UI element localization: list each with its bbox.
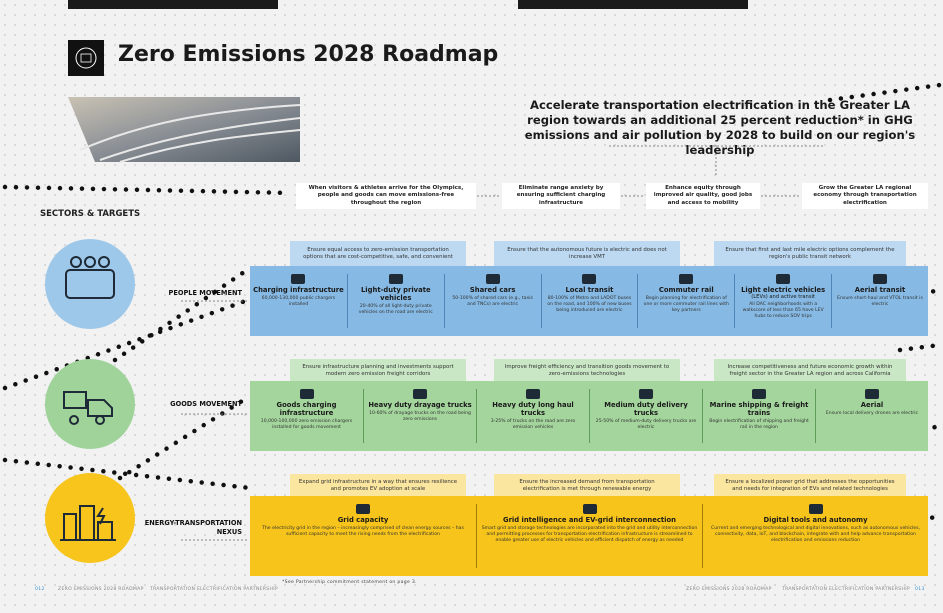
target-text: Ensure local delivery drones are electri…	[819, 411, 925, 417]
target-text: 10,000-100,000 zero emission chargers in…	[253, 419, 360, 431]
target: Goods charging infrastructure 10,000-100,…	[250, 389, 363, 443]
footer-text: TRANSPORTATION ELECTRIFICATION PARTNERSH…	[782, 587, 910, 592]
target-title: Aerial transit	[835, 286, 925, 294]
target: Medium duty delivery trucks 25-50% of med…	[589, 389, 702, 443]
target: Heavy duty drayage trucks 10-60% of draya…	[363, 389, 476, 443]
strategy: Ensure that first and last mile electric…	[714, 241, 906, 267]
target-text: Ensure short-haul and VTOL transit is el…	[835, 296, 925, 308]
objective: Enhance equity through improved air qual…	[646, 183, 760, 209]
energy-circle	[45, 473, 135, 563]
section-heading: SECTORS & TARGETS	[40, 209, 140, 219]
target-text: Begin electrification of shipping and fr…	[706, 419, 812, 431]
target-title: Light-duty private vehicles	[351, 286, 441, 302]
strategy: Improve freight efficiency and transitio…	[494, 359, 680, 383]
target-text: All DAC neighborhoods with a walkscore o…	[738, 302, 828, 320]
target-title: Grid capacity	[253, 516, 473, 524]
target: Grid capacity The electricity grid in the…	[250, 504, 476, 568]
target-icon	[873, 274, 887, 284]
target-text: Begin planning for electrification of on…	[641, 296, 731, 314]
target-title: Aerial	[819, 401, 925, 409]
footer-text: TRANSPORTATION ELECTRIFICATION PARTNERSH…	[150, 587, 278, 592]
footer-text: ZERO EMISSIONS 2028 ROADMAP	[58, 587, 144, 592]
target-subtitle: (LEVs) and active transit	[738, 294, 828, 300]
target-band: Charging infrastructure 60,000-130,000 pu…	[250, 266, 928, 336]
strategy: Ensure a localized power grid that addre…	[714, 474, 906, 498]
goal: Accelerate transportation electrificatio…	[520, 98, 920, 158]
logo	[68, 40, 104, 76]
target-text: Smart grid and storage technologies are …	[480, 526, 699, 544]
target-text: The electricity grid in the region – inc…	[253, 526, 473, 538]
target-text: 10-60% of drayage trucks on the road bei…	[367, 411, 473, 423]
footer-text: ZERO EMISSIONS 2028 ROADMAP	[686, 587, 772, 592]
footnote: *See Partnership commitment statement on…	[282, 580, 417, 585]
target: Commuter rail Begin planning for electrif…	[637, 274, 734, 328]
strategy: Expand grid infrastructure in a way that…	[290, 474, 466, 498]
target: Light electric vehicles(LEVs) and active…	[734, 274, 831, 328]
target-title: Goods charging infrastructure	[253, 401, 360, 417]
target-text: 60,000-130,000 public chargers installed	[253, 296, 344, 308]
strategy: Ensure infrastructure planning and inves…	[290, 359, 466, 383]
target-band: Goods charging infrastructure 10,000-100,…	[250, 381, 928, 451]
goods-circle	[45, 359, 135, 449]
target-icon	[865, 389, 879, 399]
target-text: 50-100% of shared cars (e.g., taxis and …	[448, 296, 538, 308]
target-text: Current and emerging technological and d…	[706, 526, 925, 544]
target: Marine shipping & freight trains Begin el…	[702, 389, 815, 443]
target-text: 3-25% of trucks on the road are zero emi…	[480, 419, 586, 431]
target-icon	[752, 389, 766, 399]
target: Charging infrastructure 60,000-130,000 pu…	[250, 274, 347, 328]
target: Digital tools and autonomy Current and em…	[702, 504, 928, 568]
target-icon	[486, 274, 500, 284]
target-band: Grid capacity The electricity grid in the…	[250, 496, 928, 576]
target-icon	[809, 504, 823, 514]
sector-name: ENERGY-TRANSPORTATION NEXUS	[130, 519, 242, 536]
target-text: 80-100% of Metro and LADOT buses on the …	[545, 296, 635, 314]
target-icon	[291, 274, 305, 284]
target-title: Grid intelligence and EV-grid interconne…	[480, 516, 699, 524]
strategy: Ensure equal access to zero-emission tra…	[290, 241, 466, 267]
target-title: Light electric vehicles	[738, 286, 828, 294]
objective: When visitors & athletes arrive for the …	[296, 183, 476, 209]
target: Shared cars 50-100% of shared cars (e.g.,…	[444, 274, 541, 328]
target-icon	[583, 504, 597, 514]
target-text: 20-40% of all light-duty private vehicle…	[351, 304, 441, 316]
page-number: 013	[915, 587, 925, 592]
target-title: Marine shipping & freight trains	[706, 401, 812, 417]
strategy: Increase competitiveness and future econ…	[714, 359, 906, 383]
target: Grid intelligence and EV-grid interconne…	[476, 504, 702, 568]
target-icon	[639, 389, 653, 399]
objective: Grow the Greater LA regional economy thr…	[802, 183, 928, 209]
target-title: Shared cars	[448, 286, 538, 294]
page: Zero Emissions 2028 Roadmap Accelerate t…	[0, 0, 943, 613]
page-title: Zero Emissions 2028 Roadmap	[118, 42, 498, 67]
target-title: Local transit	[545, 286, 635, 294]
target-title: Commuter rail	[641, 286, 731, 294]
strategy: Ensure the increased demand from transpo…	[494, 474, 680, 498]
target: Aerial Ensure local delivery drones are e…	[815, 389, 928, 443]
target-title: Medium duty delivery trucks	[593, 401, 699, 417]
target-text: 25-50% of medium-duty delivery trucks ar…	[593, 419, 699, 431]
target-title: Heavy duty long haul trucks	[480, 401, 586, 417]
target-icon	[776, 274, 790, 284]
target-title: Digital tools and autonomy	[706, 516, 925, 524]
target-icon	[679, 274, 693, 284]
target: Heavy duty long haul trucks 3-25% of truc…	[476, 389, 589, 443]
objective: Eliminate range anxiety by ensuring suff…	[502, 183, 620, 209]
sector-name: GOODS MOVEMENT	[130, 400, 242, 409]
target-icon	[356, 504, 370, 514]
target: Local transit 80-100% of Metro and LADOT …	[541, 274, 638, 328]
people-circle	[45, 239, 135, 329]
target: Aerial transit Ensure short-haul and VTOL…	[831, 274, 928, 328]
target: Light-duty private vehicles 20-40% of all…	[347, 274, 444, 328]
target-icon	[526, 389, 540, 399]
target-title: Charging infrastructure	[253, 286, 344, 294]
target-icon	[413, 389, 427, 399]
page-number: 012	[35, 587, 45, 592]
target-icon	[582, 274, 596, 284]
strategy: Ensure that the autonomous future is ele…	[494, 241, 680, 267]
sector-name: PEOPLE MOVEMENT	[130, 289, 242, 298]
target-icon	[389, 274, 403, 284]
target-icon	[300, 389, 314, 399]
target-title: Heavy duty drayage trucks	[367, 401, 473, 409]
